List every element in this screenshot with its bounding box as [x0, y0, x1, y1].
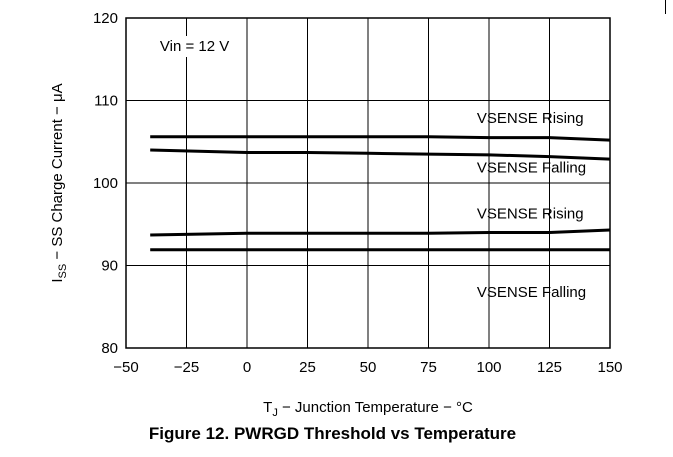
y-tick-label: 120	[93, 10, 118, 27]
y-tick-label: 110	[94, 93, 118, 110]
figure-frame-edge	[665, 0, 666, 14]
x-axis-title-sub: J	[272, 407, 278, 419]
x-tick-label: 0	[243, 359, 251, 376]
x-tick-label: −50	[113, 359, 138, 376]
x-tick-label: 100	[476, 359, 501, 376]
figure-caption: Figure 12. PWRGD Threshold vs Temperatur…	[148, 424, 517, 443]
annotation-5: VSENSE Falling	[477, 284, 586, 301]
x-tick-label: 125	[537, 359, 562, 376]
grid-lines	[126, 18, 610, 348]
y-tick-labels: 80 90 100 110 120	[93, 10, 118, 357]
y-tick-label: 90	[101, 258, 118, 275]
x-axis-title-rest: − Junction Temperature − °C	[278, 399, 473, 416]
annotation-background	[155, 36, 234, 57]
y-axis-title-sub: SS	[57, 264, 69, 279]
x-axis-title: TJ − Junction Temperature − °C	[263, 399, 473, 419]
x-tick-label: 75	[420, 359, 437, 376]
annotation-2: VSENSE Rising	[477, 110, 584, 127]
x-tick-label: 150	[597, 359, 622, 376]
chart: −50 −25 0 25 50 75 100 125 150 80 90 100 110 120 Vin…	[49, 10, 623, 419]
y-tick-label: 80	[101, 340, 118, 357]
x-axis-title-main: T	[263, 399, 272, 416]
y-axis-title-main: I	[49, 278, 66, 282]
annotation-1: Vin = 12 V	[160, 38, 229, 55]
x-tick-label: 25	[299, 359, 316, 376]
y-axis-title-rest: − SS Charge Current − μA	[49, 83, 66, 263]
x-tick-labels: −50 −25 0 25 50 75 100 125 150	[113, 359, 622, 376]
annotation-3: VSENSE Falling	[477, 159, 586, 176]
annotations: Vin = 12 V VSENSE Rising VSENSE Falling VSE…	[155, 36, 586, 301]
series-line-1	[150, 135, 611, 142]
x-tick-label: 50	[360, 359, 377, 376]
y-tick-label: 100	[93, 175, 118, 192]
series-layer	[150, 135, 611, 252]
series-line-2	[150, 148, 611, 161]
annotation-4: VSENSE Rising	[477, 205, 584, 222]
y-axis-title: ISS − SS Charge Current − μA	[49, 83, 69, 282]
plot-area	[125, 17, 611, 349]
x-tick-label: −25	[174, 359, 199, 376]
series-line-3	[150, 228, 611, 237]
